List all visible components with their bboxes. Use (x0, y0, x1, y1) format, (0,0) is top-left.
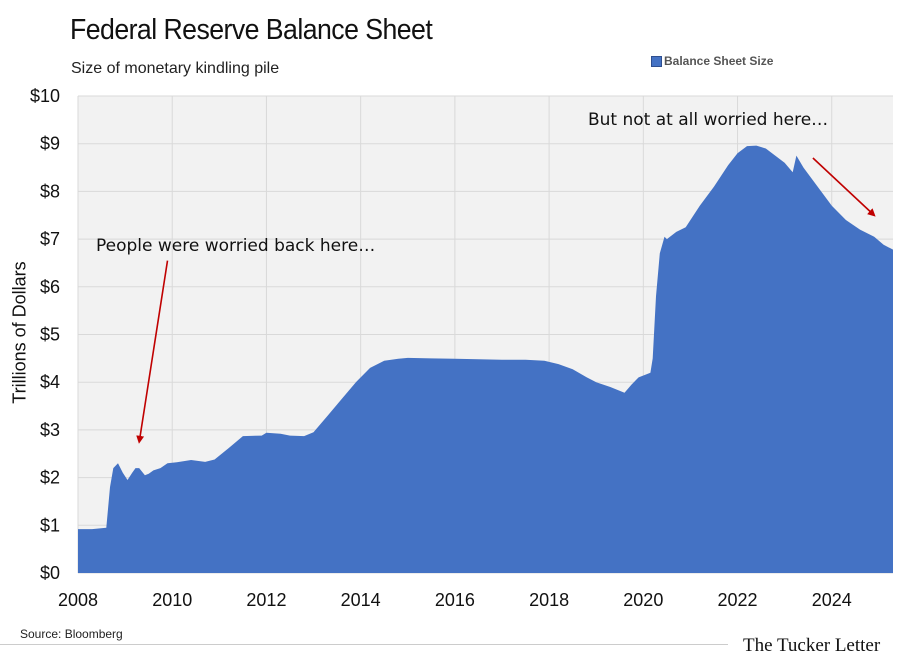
y-tick-label: $4 (40, 372, 60, 392)
y-tick-label: $3 (40, 420, 60, 440)
y-tick-label: $5 (40, 325, 60, 345)
y-tick-label: $9 (40, 134, 60, 154)
x-tick-label: 2024 (812, 590, 852, 610)
legend-label: Balance Sheet Size (664, 54, 774, 68)
x-tick-label: 2016 (435, 590, 475, 610)
annotation-arrow (136, 260, 169, 444)
x-tick-label: 2012 (246, 590, 286, 610)
area-series-balance-sheet (78, 145, 893, 573)
x-tick-label: 2022 (718, 590, 758, 610)
x-tick-label: 2014 (341, 590, 381, 610)
y-tick-label: $8 (40, 181, 60, 201)
y-tick-label: $6 (40, 277, 60, 297)
legend: Balance Sheet Size (651, 54, 773, 68)
y-tick-label: $7 (40, 229, 60, 249)
y-tick-label: $10 (30, 86, 60, 106)
y-tick-labels: $0 $1 $2 $3 $4 $5 $6 $7 $8 $9 $10 (30, 86, 60, 583)
annotations: People were worried back here… But not at… (96, 110, 876, 444)
annotation-text: But not at all worried here… (588, 110, 828, 130)
source-note: Source: Bloomberg (20, 627, 123, 641)
footer-divider (0, 644, 728, 645)
x-tick-labels: 2008 2010 2012 2014 2016 2018 2020 2022 2024 (58, 590, 852, 610)
annotation-text: People were worried back here… (96, 236, 375, 256)
legend-swatch (651, 55, 662, 67)
annotation-arrow (812, 157, 876, 217)
x-tick-label: 2020 (623, 590, 663, 610)
chart-title: Federal Reserve Balance Sheet (70, 14, 433, 46)
chart-subtitle: Size of monetary kindling pile (71, 60, 280, 77)
y-tick-label: $2 (40, 468, 60, 488)
y-tick-label: $0 (40, 563, 60, 583)
x-tick-label: 2010 (152, 590, 192, 610)
y-tick-label: $1 (40, 515, 60, 535)
brand-label: The Tucker Letter (743, 635, 881, 656)
x-tick-label: 2018 (529, 590, 569, 610)
x-tick-label: 2008 (58, 590, 98, 610)
